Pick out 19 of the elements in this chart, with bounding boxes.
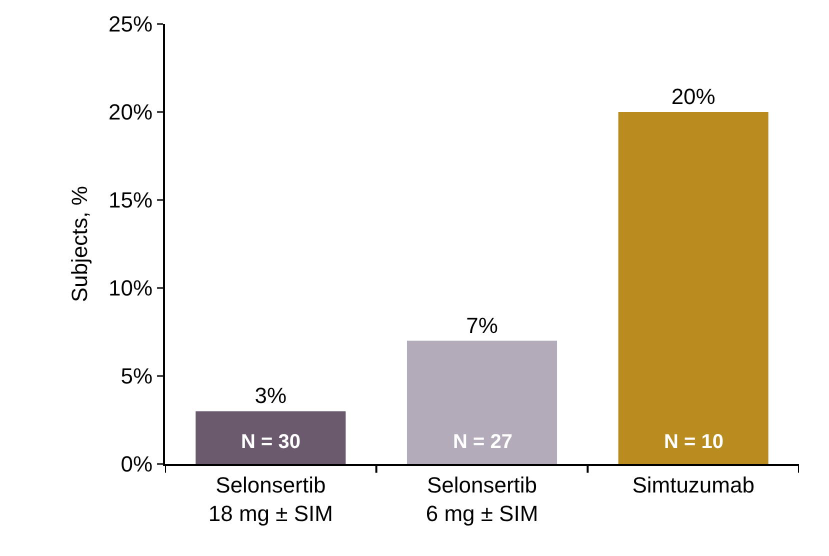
x-tick-label: Selonsertib 18 mg ± SIM bbox=[208, 472, 333, 526]
annotation: N = 27 bbox=[453, 431, 512, 453]
bar bbox=[406, 340, 558, 464]
y-tick-label: 25% bbox=[108, 12, 153, 37]
x-tick-label: Selonsertib 6 mg ± SIM bbox=[426, 472, 538, 526]
data-label: 20% bbox=[671, 84, 716, 109]
y-tick-label: 10% bbox=[108, 276, 153, 301]
y-tick-label: 5% bbox=[120, 364, 153, 389]
bar bbox=[618, 112, 768, 464]
y-tick-label: 20% bbox=[108, 100, 153, 125]
bar bbox=[196, 411, 346, 464]
data-label: 7% bbox=[466, 312, 498, 338]
y-axis-title: Subjects, % bbox=[66, 186, 92, 302]
annotation: N = 10 bbox=[664, 431, 724, 453]
annotation: N = 30 bbox=[241, 431, 300, 453]
y-tick-label: 15% bbox=[108, 188, 153, 213]
x-tick-label: Simtuzumab bbox=[632, 472, 754, 498]
y-tick-label: 0% bbox=[120, 452, 153, 477]
data-label: 3% bbox=[254, 383, 287, 408]
